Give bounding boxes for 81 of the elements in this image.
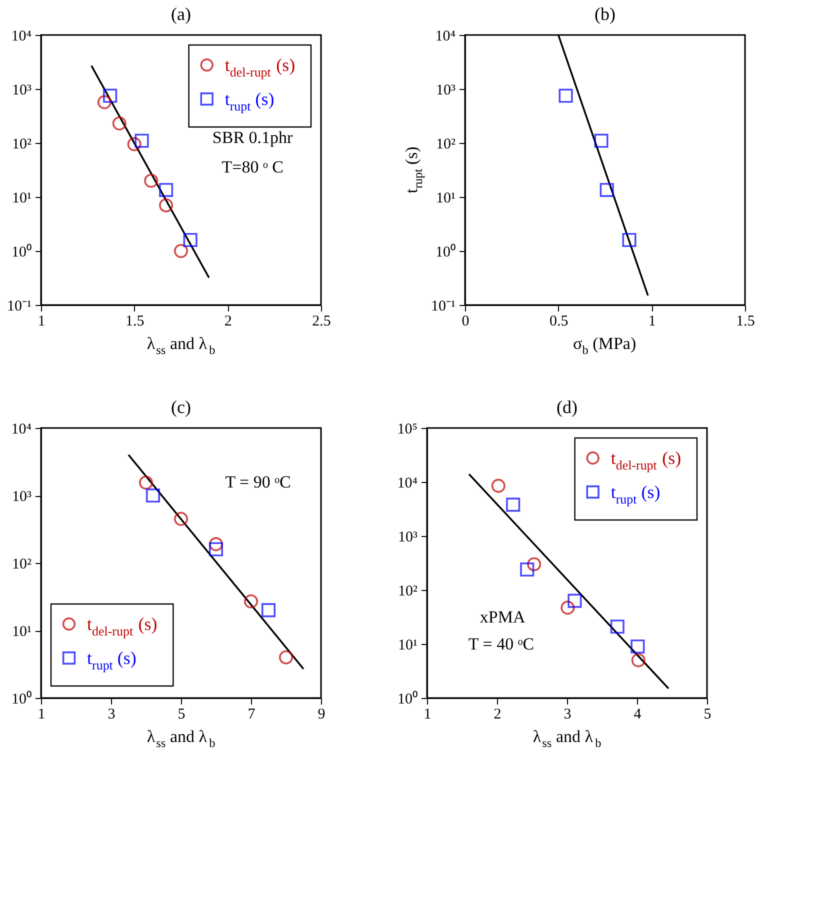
point [527,557,542,572]
y-tick-label: 10⁰ [12,690,32,708]
y-tick-label: 10⁴ [435,28,456,44]
x-tick-label: 2.5 [312,314,331,330]
point [127,137,142,152]
x-tick-label: 1 [424,706,432,722]
y-tick-label: 10⁻¹ [431,298,456,314]
point [159,182,174,197]
point [174,512,188,526]
x-tick-label: 3 [108,706,116,722]
y-tick-label: 10¹ [12,624,32,640]
y-tick-label: 10² [398,584,418,600]
point [520,562,534,576]
y-tick-label: 10³ [12,489,32,505]
y-tick-label: 10² [12,136,32,152]
point [631,653,646,668]
y-tick-label: 10¹ [436,190,456,206]
x-tick-label: 3 [564,706,572,722]
point [159,198,174,212]
x-tick-label: 5 [704,706,712,722]
x-tick-label: 1.5 [736,314,755,330]
annotation: SBR 0.1phr [212,128,294,147]
x-tick-label: 5 [178,706,186,722]
point [183,232,198,247]
x-tick-label: 7 [248,706,256,722]
point [278,650,294,664]
y-tick-label: 10³ [436,82,456,98]
chart-title: (b) [594,4,616,24]
x-tick-label: 0 [462,314,470,330]
x-tick-label: 4 [634,706,642,722]
y-tick-label: 10³ [398,530,418,546]
y-tick-label: 10⁵ [397,422,418,438]
point [244,594,258,608]
x-tick-label: 2 [494,706,502,722]
point [144,174,158,188]
y-tick-label: 10⁰ [398,690,418,708]
point [506,498,520,512]
point [600,182,614,197]
y-tick-label: 10⁴ [11,422,32,438]
chart-title: (a) [171,4,191,24]
y-tick-label: 10¹ [398,638,418,654]
y-axis-title: trupt (s) [402,146,426,194]
point [558,88,573,103]
point [630,639,645,654]
chart-title: (c) [171,397,191,417]
point [560,600,575,615]
y-tick-label: 10⁻¹ [7,298,32,314]
annotation: T = 40 ᵒC [468,634,534,654]
point [97,95,112,110]
point [138,476,154,490]
x-tick-label: 1.5 [125,314,144,330]
point [594,134,608,148]
chart-title: (d) [556,397,578,417]
point [174,244,188,258]
y-tick-label: 10⁰ [12,244,32,260]
point [491,478,506,493]
point [112,116,126,130]
x-tick-label: 1 [38,706,46,722]
annotation: T=80 ᵒ C [222,158,284,177]
point [610,620,624,634]
point [146,488,160,503]
annotation: T = 90 ᵒC [225,472,291,492]
y-tick-label: 10³ [12,82,32,98]
point [208,542,224,556]
point [134,134,149,148]
x-tick-label: 1 [38,314,46,330]
x-tick-label: 2 [224,314,232,330]
point [261,603,276,618]
y-tick-label: 10⁰ [436,244,456,260]
x-tick-label: 0.5 [549,314,568,330]
x-tick-label: 9 [318,706,326,722]
point [103,88,118,103]
y-tick-label: 10² [12,556,32,572]
y-tick-label: 10⁴ [397,476,418,492]
y-tick-label: 10⁴ [11,28,32,44]
y-tick-label: 10¹ [12,190,32,206]
point [622,232,636,247]
annotation: xPMA [480,607,526,626]
x-tick-label: 1 [648,314,656,330]
point [568,594,582,608]
y-tick-label: 10² [436,136,456,152]
